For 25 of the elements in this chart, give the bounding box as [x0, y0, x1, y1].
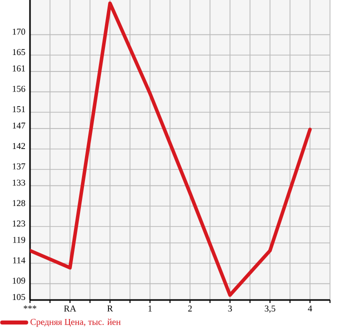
y-tick-label: 128	[12, 200, 26, 206]
y-tick-label: 161	[12, 65, 25, 72]
y-tick-label: 123	[12, 220, 26, 227]
y-tick-label: 105	[12, 294, 26, 300]
x-tick-label: 1	[148, 306, 152, 312]
x-tick-label: 4	[308, 306, 312, 312]
line-series	[30, 2, 312, 297]
y-tick-label: 165	[12, 49, 26, 56]
y-tick-label: 156	[12, 86, 26, 92]
x-tick-label: RA	[64, 306, 76, 312]
x-tick-label: ***	[24, 306, 36, 309]
y-tick-label: 147	[12, 122, 26, 129]
y-tick-label: 142	[12, 143, 25, 149]
y-tick-label: 109	[12, 278, 26, 284]
x-tick-label: R	[107, 306, 113, 312]
y-tick-label: 133	[12, 180, 26, 186]
y-tick-label: 151	[12, 106, 25, 112]
legend-label: Средняя Цена, тыс. йен	[30, 318, 121, 327]
y-tick-label: 170	[12, 28, 26, 35]
y-tick-label: 114	[13, 257, 26, 264]
x-tick-label: 3,5	[264, 306, 276, 313]
y-tick-label: 119	[13, 236, 26, 243]
x-tick-label: 3	[228, 306, 232, 312]
y-tick-label: 137	[12, 163, 26, 170]
x-tick-label: 2	[188, 306, 192, 312]
